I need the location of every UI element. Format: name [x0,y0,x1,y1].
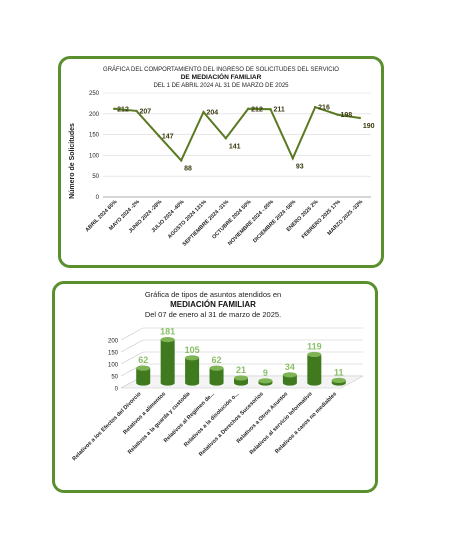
y-tick-label: 50 [92,174,99,180]
y-tick-label: 150 [108,351,119,357]
data-label: 204 [207,110,219,117]
line-chart-y-axis-label: Número de Solicitudes [69,123,76,199]
bar [136,368,151,386]
data-label: 62 [212,355,222,365]
bar-top [234,375,248,381]
data-label: 147 [162,133,174,140]
data-point [269,108,272,111]
data-label: 21 [236,365,246,375]
x-tick-label: DICIEMBRE 2024 -56% [252,199,297,244]
bar-top [160,336,175,343]
x-tick-label: Relativos a alimentos [122,391,167,436]
y-tick-label: 100 [108,363,119,369]
data-point [246,107,250,111]
data-point [358,116,362,120]
series-line [114,105,360,163]
data-point [135,109,138,113]
x-tick-label: OCTUBRE 2024 50% [211,199,252,240]
y-tick-label: 200 [108,339,119,345]
x-tick-label: FEBRERO 2025 17% [301,199,342,240]
bar-top [209,365,224,371]
data-point [291,157,295,160]
data-label: 34 [285,362,295,372]
y-tick-label: 200 [89,112,100,118]
bar [185,357,200,386]
data-label: 105 [185,345,200,355]
data-point [112,107,116,111]
bar-top [307,351,322,358]
line-chart-title-line2: DE MEDIACIÓN FAMILIAR [181,72,262,81]
data-label: 11 [334,367,344,377]
data-label: 190 [363,123,375,130]
bar-chart-panel: Gráfica de tipos de asuntos atendidos en… [52,281,378,493]
side-gridline [120,351,144,365]
bar-top [331,377,346,383]
y-tick-label: 0 [96,195,100,201]
line-chart: GRÁFICA DEL COMPORTAMIENTO DEL INGRESO D… [69,66,375,248]
data-point [313,105,317,109]
x-tick-label: AGOSTO 2024 131% [167,199,208,240]
data-label: 141 [229,143,241,150]
side-gridline [120,327,144,341]
y-tick-label: 150 [89,133,100,139]
data-point [224,137,228,140]
data-point [157,134,161,138]
y-tick-label: 0 [115,387,119,393]
line-chart-subtitle: DEL 1 DE ABRIL 2024 AL 31 DE MARZO DE 20… [153,83,289,89]
bar-chart-title-line2: MEDIACIÓN FAMILIAR [170,300,256,309]
line-chart-title: GRÁFICA DEL COMPORTAMIENTO DEL INGRESO D… [103,66,339,73]
bar-top [282,372,297,378]
bar [160,339,175,386]
y-tick-label: 250 [89,91,100,97]
data-label: 212 [251,106,263,113]
data-label: 198 [341,112,353,119]
data-label: 62 [138,355,148,365]
line-chart-panel: GRÁFICA DEL COMPORTAMIENTO DEL INGRESO D… [58,56,384,268]
y-tick-label: 50 [111,375,118,381]
data-point [336,113,339,116]
bar [307,354,322,386]
data-label: 207 [140,108,152,115]
data-label: 88 [184,165,192,172]
data-point [202,110,205,114]
bar-top [258,378,273,384]
side-gridline [120,339,144,353]
data-label: 9 [263,368,268,378]
bar-chart-title: Gráfica de tipos de asuntos atendidos en [145,290,281,299]
x-tick-label: Relativos a Otros Asuntos [236,391,290,445]
data-label: 93 [296,163,304,170]
bar-top [185,355,200,361]
data-label: 119 [307,341,322,351]
data-label: 216 [318,105,330,112]
data-point [179,159,183,162]
bar [209,368,224,386]
x-tick-label: Relativos al Regimen de... [163,391,216,444]
bar-chart-subtitle: Del 07 de enero al 31 de marzo de 2025. [145,310,281,319]
bar-chart: Gráfica de tipos de asuntos atendidos en… [72,290,364,462]
bar-top [136,365,151,371]
data-label: 212 [117,106,129,113]
data-label: 211 [274,107,285,114]
y-tick-label: 100 [89,153,100,159]
bar [282,374,297,386]
data-label: 181 [160,327,175,337]
